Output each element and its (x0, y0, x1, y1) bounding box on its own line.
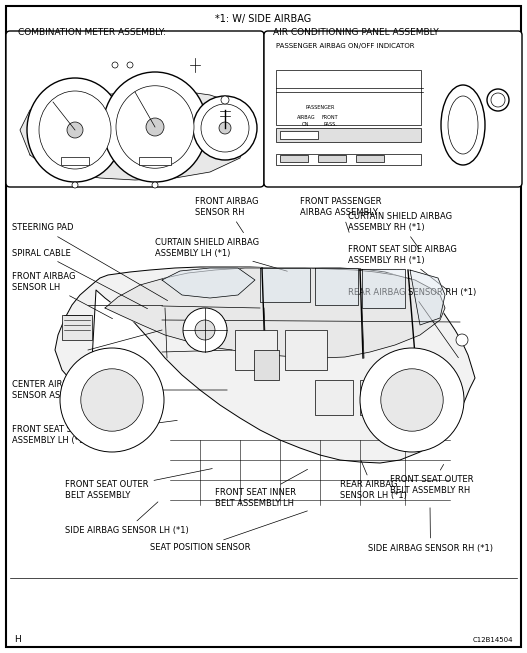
Polygon shape (362, 269, 405, 308)
Text: AIR CONDITIONING PANEL ASSEMBLY: AIR CONDITIONING PANEL ASSEMBLY (273, 28, 439, 37)
Text: FRONT SEAT SIDE AIRBAG
ASSEMBLY RH (*1): FRONT SEAT SIDE AIRBAG ASSEMBLY RH (*1) (348, 246, 457, 291)
Text: PASSENGER: PASSENGER (305, 105, 335, 110)
Ellipse shape (491, 93, 505, 107)
Bar (61, 157, 89, 165)
Text: C12B14504: C12B14504 (473, 637, 513, 643)
Circle shape (127, 62, 133, 68)
Text: FRONT: FRONT (321, 115, 338, 120)
Text: SEAT POSITION SENSOR: SEAT POSITION SENSOR (150, 511, 307, 552)
Ellipse shape (441, 85, 485, 165)
Text: FRONT SEAT OUTER
BELT ASSEMBLY: FRONT SEAT OUTER BELT ASSEMBLY (65, 469, 212, 500)
Ellipse shape (448, 96, 478, 154)
Circle shape (183, 308, 227, 352)
Text: REAR AIRBAG SENSOR RH (*1): REAR AIRBAG SENSOR RH (*1) (348, 287, 476, 358)
Bar (285, 330, 327, 370)
Circle shape (195, 320, 215, 340)
Bar (280, 155, 308, 162)
Ellipse shape (39, 91, 111, 169)
Text: AIRBAG: AIRBAG (297, 115, 315, 120)
Circle shape (112, 62, 118, 68)
Circle shape (67, 122, 83, 138)
Text: FRONT PASSENGER
AIRBAG ASSEMBLY: FRONT PASSENGER AIRBAG ASSEMBLY (300, 197, 382, 232)
Text: FRONT SEAT INNER
BELT ASSEMBLY LH: FRONT SEAT INNER BELT ASSEMBLY LH (215, 470, 308, 507)
Polygon shape (410, 270, 445, 325)
Text: CENTER AIRBAG
SENSOR ASSEMBLY: CENTER AIRBAG SENSOR ASSEMBLY (12, 380, 227, 400)
Circle shape (381, 369, 443, 431)
Bar (356, 155, 384, 162)
Circle shape (60, 348, 164, 452)
Bar (360, 380, 398, 415)
Ellipse shape (487, 89, 509, 111)
Circle shape (221, 96, 229, 104)
Text: PASSENGER AIRBAG ON/OFF INDICATOR: PASSENGER AIRBAG ON/OFF INDICATOR (276, 43, 415, 49)
Text: FRONT AIRBAG
SENSOR RH: FRONT AIRBAG SENSOR RH (195, 197, 259, 232)
Polygon shape (105, 268, 445, 358)
Text: STEERING PAD: STEERING PAD (12, 223, 168, 300)
Text: *1: W/ SIDE AIRBAG: *1: W/ SIDE AIRBAG (216, 14, 311, 24)
Ellipse shape (27, 78, 123, 182)
Ellipse shape (116, 86, 194, 168)
Text: FRONT SEAT OUTER
BELT ASSEMBLY RH: FRONT SEAT OUTER BELT ASSEMBLY RH (390, 464, 473, 495)
Text: PASS.: PASS. (323, 122, 337, 127)
Text: CURTAIN SHIELD AIRBAG
ASSEMBLY LH (*1): CURTAIN SHIELD AIRBAG ASSEMBLY LH (*1) (155, 238, 287, 271)
Polygon shape (20, 90, 248, 180)
Text: SIDE AIRBAG SENSOR LH (*1): SIDE AIRBAG SENSOR LH (*1) (65, 502, 189, 535)
Bar (280, 131, 318, 139)
Text: REAR AIRBAG
SENSOR LH (*1): REAR AIRBAG SENSOR LH (*1) (340, 460, 407, 500)
Ellipse shape (193, 96, 257, 160)
Text: COMBINATION METER ASSEMBLY:: COMBINATION METER ASSEMBLY: (18, 28, 166, 37)
Circle shape (456, 334, 468, 346)
Text: ON: ON (302, 122, 310, 127)
Text: H: H (14, 635, 21, 645)
Bar (276, 128, 421, 142)
Bar (318, 155, 346, 162)
Polygon shape (55, 267, 475, 463)
Text: FRONT AIRBAG
SENSOR LH: FRONT AIRBAG SENSOR LH (12, 272, 113, 319)
FancyBboxPatch shape (264, 31, 522, 187)
Bar (315, 380, 353, 415)
Text: CURTAIN SHIELD AIRBAG
ASSEMBLY RH (*1): CURTAIN SHIELD AIRBAG ASSEMBLY RH (*1) (348, 212, 452, 247)
Bar (276, 154, 421, 165)
Ellipse shape (201, 104, 249, 152)
Ellipse shape (103, 72, 207, 182)
Bar (276, 70, 421, 125)
Bar (62, 315, 92, 340)
Text: FRONT SEAT SIDE AIRBAG
ASSEMBLY LH (*1): FRONT SEAT SIDE AIRBAG ASSEMBLY LH (*1) (12, 421, 177, 445)
FancyBboxPatch shape (6, 31, 264, 187)
Polygon shape (315, 268, 358, 305)
Circle shape (360, 348, 464, 452)
Polygon shape (260, 268, 310, 302)
Text: SIDE AIRBAG SENSOR RH (*1): SIDE AIRBAG SENSOR RH (*1) (368, 508, 493, 552)
Text: SPIRAL CABLE: SPIRAL CABLE (12, 249, 148, 309)
Circle shape (72, 182, 78, 188)
Circle shape (146, 118, 164, 136)
Bar (139, 157, 171, 165)
Circle shape (81, 369, 143, 431)
Bar (235, 330, 277, 370)
Polygon shape (162, 268, 255, 298)
Circle shape (152, 182, 158, 188)
Bar (254, 350, 279, 380)
Circle shape (219, 122, 231, 134)
